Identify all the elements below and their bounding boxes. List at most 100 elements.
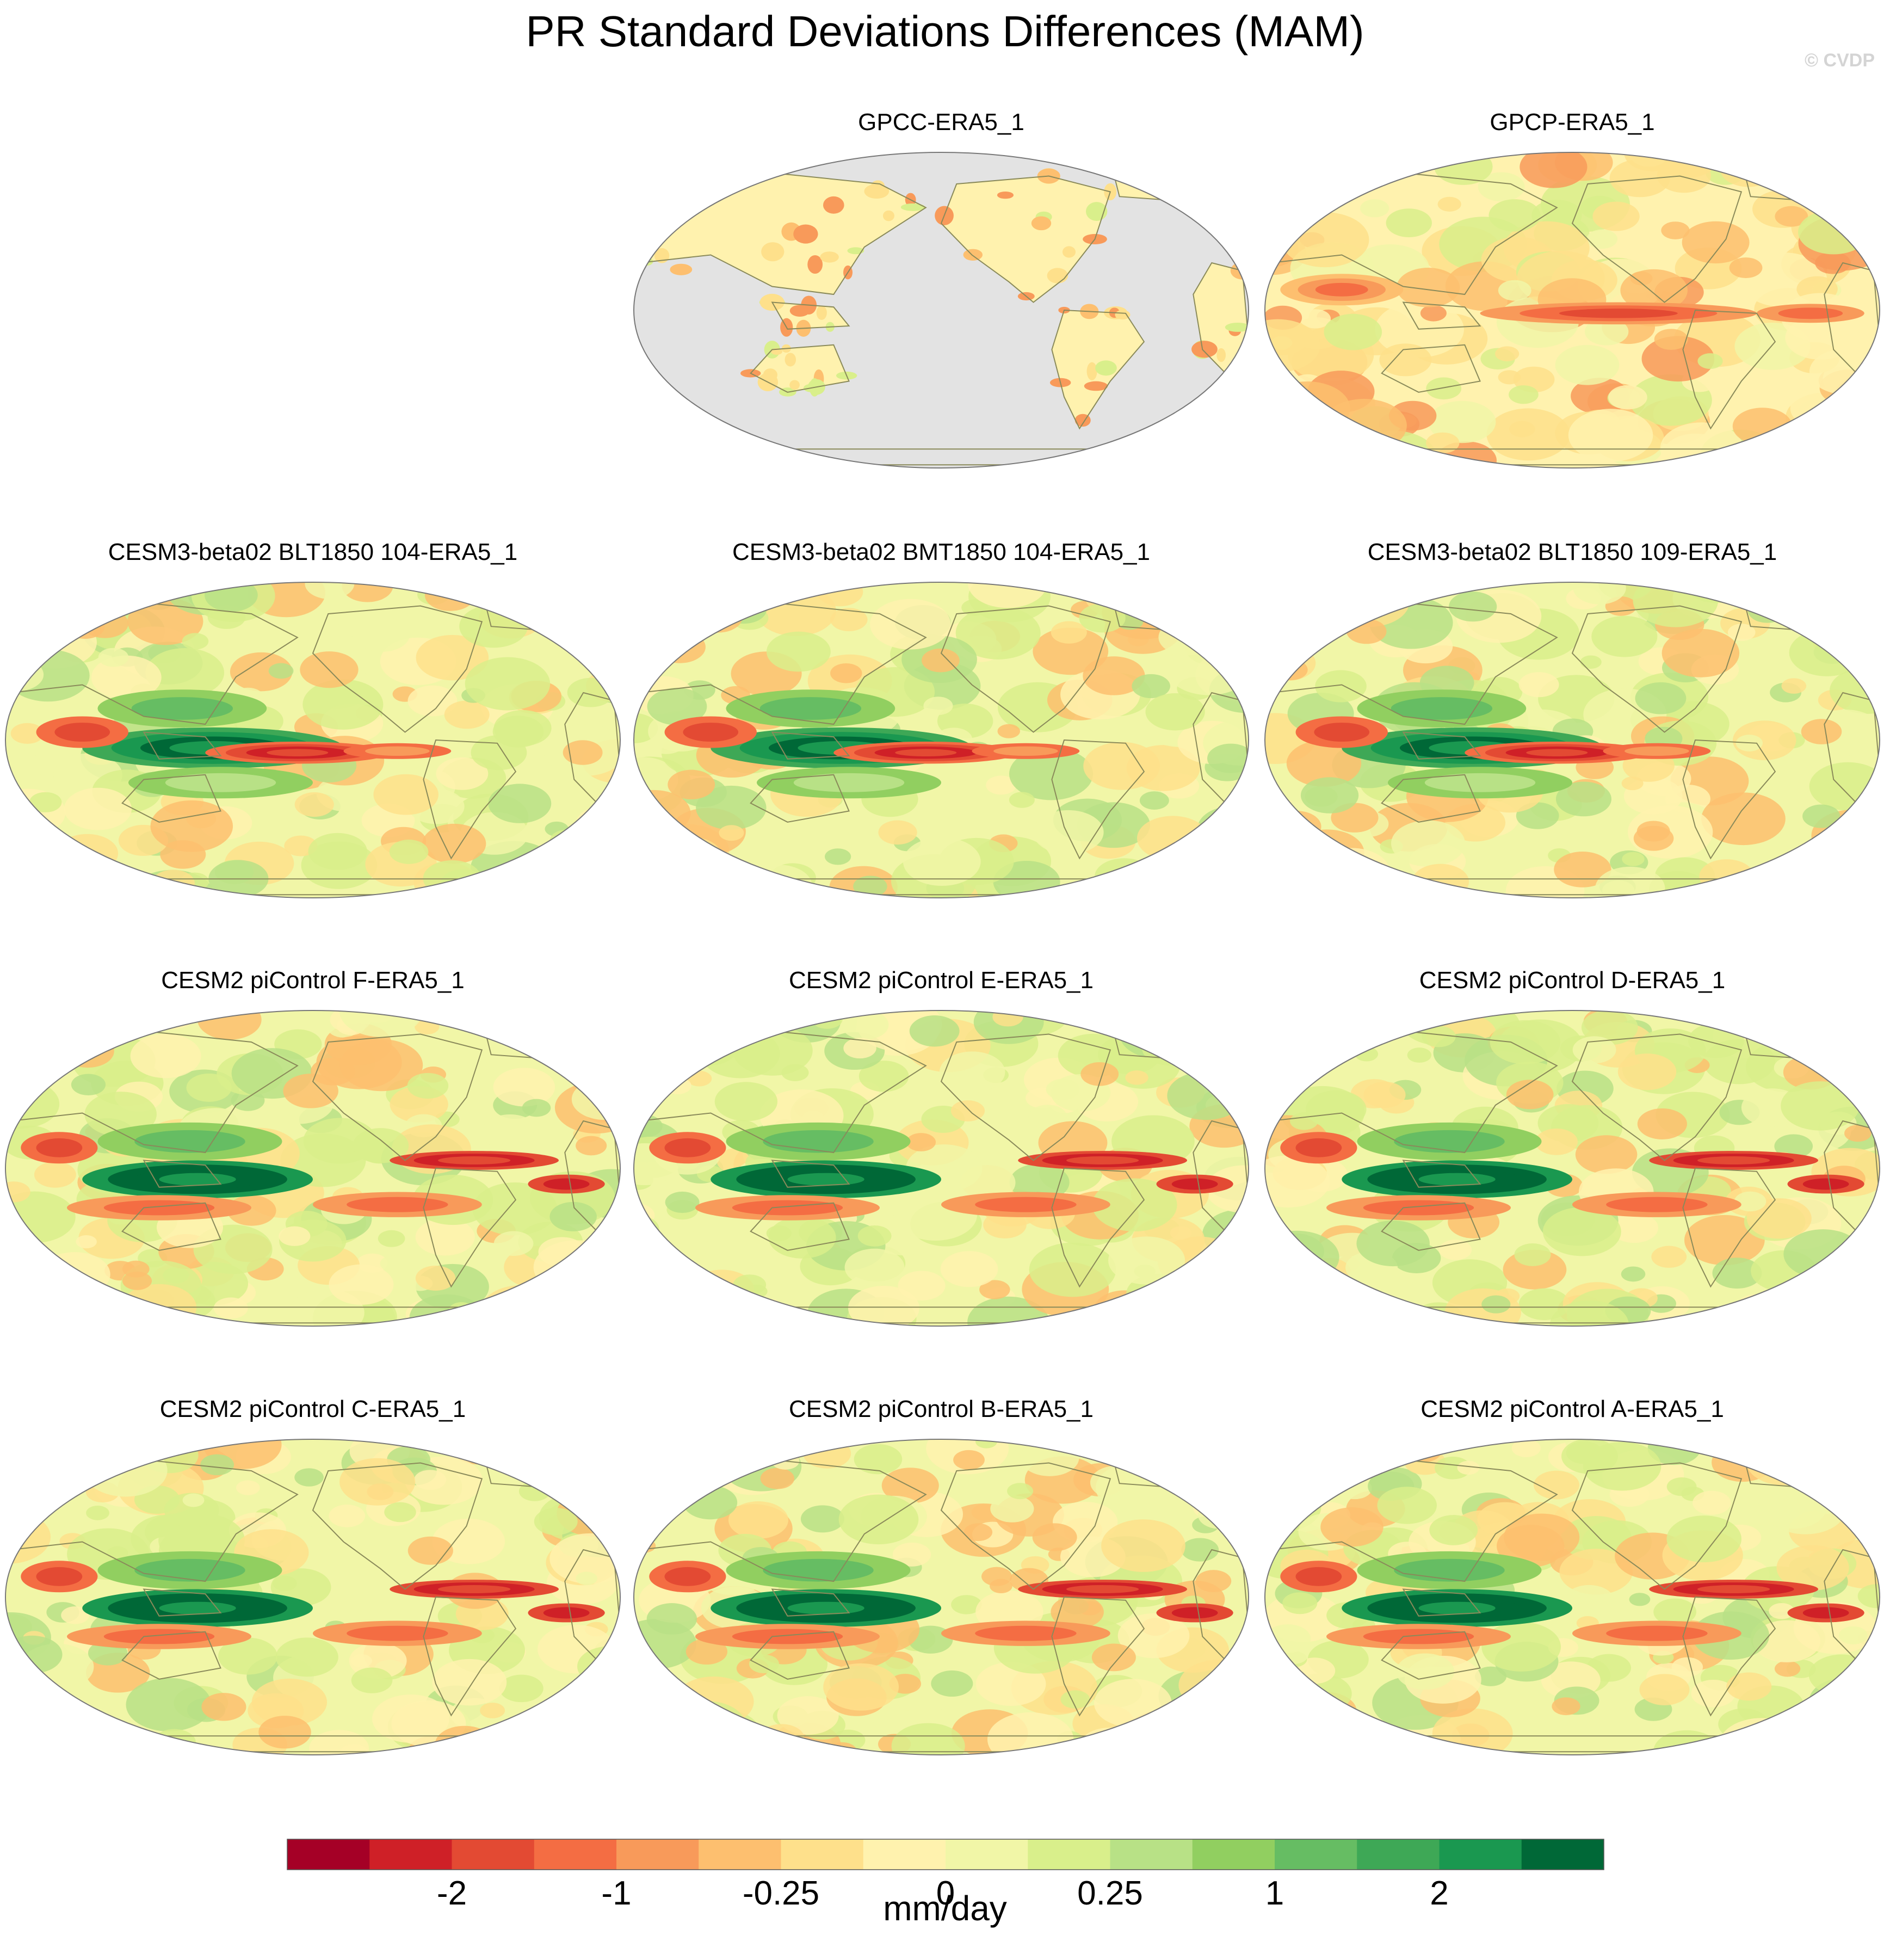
field-patch [1273,1036,1336,1075]
field-patch [1265,645,1316,681]
field-patch [1197,1450,1249,1484]
field-patch [1265,1226,1295,1257]
field-patch [1775,152,1838,188]
field-patch [538,1237,586,1267]
colorbar-units: mm/day [883,1889,1007,1928]
field-patch [1275,837,1302,855]
map-outline [633,1439,1249,1755]
field-patch [1624,152,1681,171]
field-patch [1190,1028,1242,1061]
field-patch [1282,1592,1318,1614]
field-patch [634,1476,693,1515]
coastline-south-america [1051,739,1145,860]
coastline-eurasia [639,600,927,725]
field-patch [1267,1024,1297,1043]
field-band [543,1178,590,1190]
land-patch [1191,341,1218,358]
field-patch [54,1010,119,1047]
field-patch [728,1501,788,1539]
field-patch [963,1523,993,1542]
field-band [1066,1585,1139,1593]
field-patch [122,1260,150,1278]
field-patch [1490,1020,1561,1064]
field-patch [5,1181,30,1203]
field-patch [1101,1519,1185,1572]
field-patch [1771,1306,1822,1326]
field-patch [577,1646,620,1687]
field-patch [64,1720,96,1741]
map-panel-0 [634,152,1249,468]
field-patch [1535,1128,1578,1155]
field-patch [1329,582,1410,627]
field-patch [1701,792,1786,846]
field-patch [634,1203,655,1228]
field-patch [680,1472,714,1494]
field-patch [1504,1513,1580,1561]
field-patch [585,1439,620,1475]
field-band [1418,1173,1496,1186]
field-patch [670,1439,742,1465]
field-band [347,1197,448,1212]
coastline-australia [121,1202,221,1251]
field-patch [693,602,743,633]
land-north-america [941,176,1110,303]
field-patch [384,1502,416,1523]
field-patch [350,1654,372,1668]
field-band [543,1607,590,1619]
field-patch [1108,1236,1185,1285]
field-patch [1139,872,1195,898]
field-patch [1774,1661,1801,1677]
field-band [1171,1607,1218,1619]
field-patch [1666,1477,1697,1496]
field-patch [1789,152,1877,184]
field-patch [86,1505,109,1520]
field-patch [575,582,620,607]
field-patch [634,1502,654,1520]
coastline-south-america [1682,739,1776,860]
field-patch [1217,887,1239,898]
panel-title: CESM2 piControl E-ERA5_1 [788,967,1094,994]
field-patch [1157,1449,1198,1475]
field-patch [480,1285,563,1326]
field-patch [766,631,831,672]
field-patch [354,617,410,652]
field-patch [743,1299,773,1318]
field-patch [1363,1081,1406,1108]
field-patch [64,582,127,607]
map-outline [633,582,1249,898]
field-patch [1573,582,1626,605]
field-patch [525,582,585,614]
field-patch [1653,1730,1721,1755]
field-patch [339,1458,416,1506]
field-patch [380,1255,406,1272]
field-patch [1746,1198,1812,1239]
field-patch [372,1746,394,1755]
field-patch [5,871,71,898]
land-patch [1084,381,1108,391]
field-patch [781,1064,809,1081]
field-patch [760,1468,795,1489]
coastline-maritime-continent [771,1588,850,1617]
field-patch [1051,621,1087,644]
field-patch [817,582,863,607]
field-patch [1840,605,1880,654]
field-patch [1033,627,1109,675]
field-patch [1046,1078,1080,1100]
field-patch [294,792,334,817]
field-patch [1779,886,1814,898]
field-patch [305,582,355,599]
field-patch [329,1505,366,1527]
field-patch [186,1073,232,1102]
land-patch [820,251,839,263]
coastline-eurasia [639,170,927,295]
field-patch [1009,1163,1070,1201]
field-band [1424,773,1536,792]
coastline-north-america [312,1033,483,1161]
field-patch [1809,1460,1872,1500]
field-band [1418,1601,1496,1614]
field-patch [668,769,715,799]
field-patch [1195,1570,1232,1593]
field-patch [1137,1739,1184,1755]
coastline-eurasia [11,600,299,725]
field-patch [1662,628,1740,677]
